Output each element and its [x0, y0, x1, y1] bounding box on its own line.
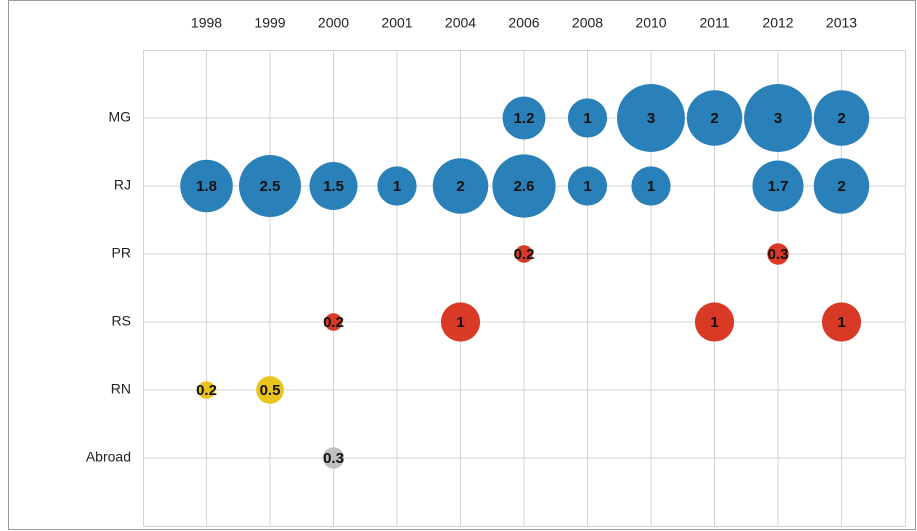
bubble-label: 0.3	[323, 450, 344, 467]
bubble-label: 1	[583, 110, 591, 127]
bubble-label: 2.6	[514, 178, 535, 195]
bubble	[617, 84, 685, 152]
bubble-label: 0.2	[323, 314, 344, 331]
bubble-label: 2	[837, 110, 845, 127]
bubble	[694, 302, 735, 342]
bubble	[767, 243, 789, 265]
x-tick-label: 2010	[635, 15, 666, 31]
bubble	[567, 98, 608, 138]
x-tick-label: 2001	[381, 15, 412, 31]
x-tick-label: 2011	[699, 15, 729, 31]
bubble-label: 3	[774, 110, 782, 127]
x-tick-label: 2013	[826, 15, 857, 31]
frame	[8, 0, 916, 530]
bubble-label: 2.5	[260, 178, 281, 195]
bubble	[239, 155, 301, 217]
bubble	[502, 96, 546, 140]
bubble-label: 1	[583, 178, 591, 195]
bubble	[309, 161, 358, 211]
bubble	[432, 158, 489, 214]
x-tick-label: 2012	[762, 15, 793, 31]
bubble-label: 0.2	[514, 246, 535, 263]
bubble	[180, 159, 233, 213]
bubble	[744, 84, 812, 152]
x-tick-label: 1999	[254, 15, 285, 31]
bubble-label: 1.2	[514, 110, 535, 127]
bubble	[813, 158, 870, 214]
x-tick-label: 2004	[445, 15, 476, 31]
bubble	[256, 376, 284, 404]
bubble-label: 1	[393, 178, 401, 195]
bubble-label: 1.7	[768, 178, 789, 195]
bubble-label: 0.2	[196, 382, 217, 399]
bubble-label: 1	[456, 314, 464, 331]
bubble	[322, 447, 345, 469]
bubble-label: 1	[710, 314, 718, 331]
x-tick-label: 2000	[318, 15, 349, 31]
bubble	[567, 166, 608, 206]
y-tick-label: MG	[108, 109, 131, 125]
bubble	[752, 160, 804, 212]
bubble	[492, 154, 556, 218]
y-tick-label: RN	[111, 381, 131, 397]
x-tick-label: 2006	[508, 15, 539, 31]
bubble-label: 1.5	[323, 178, 344, 195]
bubble-label: 0.3	[768, 246, 789, 263]
bubble-label: 1	[647, 178, 655, 195]
bubble	[324, 313, 343, 331]
y-tick-label: RJ	[114, 177, 131, 193]
bubble-label: 1.8	[196, 178, 217, 195]
y-tick-label: PR	[112, 245, 131, 261]
bubble-label: 3	[647, 110, 655, 127]
bubble	[631, 166, 671, 206]
bubble	[515, 245, 533, 263]
bubble	[686, 90, 743, 146]
bubble	[813, 90, 870, 146]
bubble	[821, 302, 862, 342]
y-tick-label: Abroad	[86, 449, 131, 465]
bubble-label: 1	[837, 314, 845, 331]
bubble-label: 2	[456, 178, 464, 195]
bubble	[440, 302, 481, 342]
bubble-label: 0.5	[260, 382, 281, 399]
bubble	[197, 381, 216, 399]
y-tick-label: RS	[112, 313, 131, 329]
x-tick-label: 2008	[572, 15, 603, 31]
bubble-label: 2	[710, 110, 718, 127]
bubble	[377, 166, 417, 206]
bubble-label: 2	[837, 178, 845, 195]
x-tick-label: 1998	[191, 15, 222, 31]
